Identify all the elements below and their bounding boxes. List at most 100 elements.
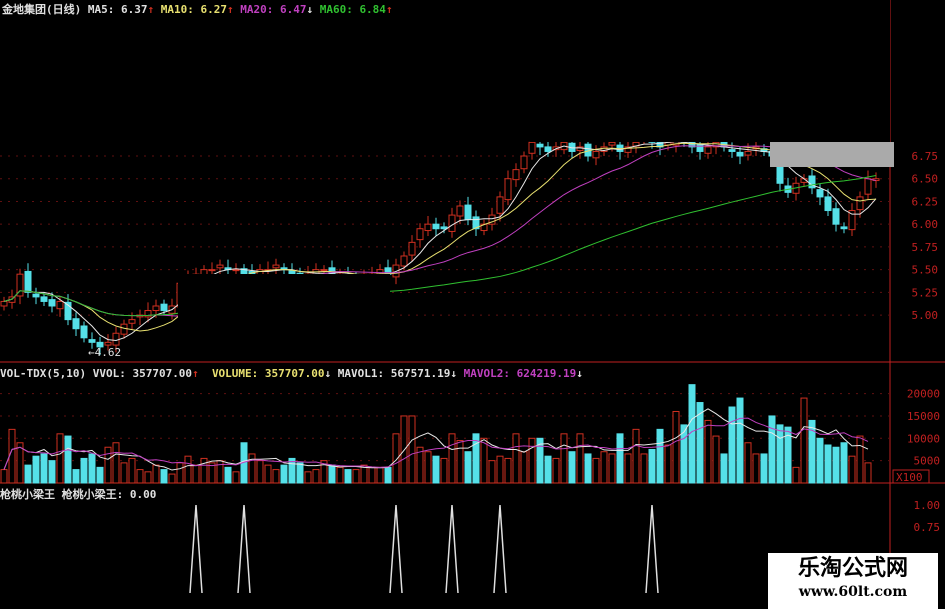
mavol2-label: MAVOL2: 624219.19	[463, 367, 577, 380]
candle-up	[416, 228, 424, 241]
price-tick-label: 5.75	[912, 241, 939, 254]
mavol1-label: MAVOL1: 567571.19	[337, 367, 451, 380]
volume-bar	[632, 428, 640, 484]
price-tick-label: 5.25	[912, 286, 939, 299]
indicator-value: 枪桃小梁王: 0.00	[61, 488, 157, 501]
watermark-name: 乐淘公式网	[797, 555, 908, 581]
volume-bar	[296, 462, 304, 484]
volume-bar	[376, 466, 384, 484]
candle-down	[808, 175, 816, 189]
volume-bar	[8, 428, 16, 484]
volume-bar	[360, 464, 368, 484]
volume-bar	[792, 466, 800, 484]
signal-spike	[389, 504, 403, 594]
volume-bar	[640, 453, 648, 484]
candle-up	[320, 269, 328, 272]
candle-down	[728, 149, 736, 152]
ma60-line	[3, 175, 877, 317]
volume-bar	[72, 469, 80, 484]
candle-down	[544, 146, 552, 152]
candle-down	[832, 208, 840, 225]
candle-down	[32, 293, 40, 298]
signal-spike	[493, 504, 507, 594]
signal-spike	[645, 504, 659, 594]
candle-down	[824, 196, 832, 212]
candle-down	[840, 226, 848, 230]
volume-bar	[120, 462, 128, 484]
candle-up	[232, 269, 240, 272]
volume-label: VOLUME: 357707.00	[211, 367, 325, 380]
volume-bar	[824, 444, 832, 484]
candle-up	[592, 150, 600, 159]
volume-bar	[568, 451, 576, 484]
ma60-label: MA60: 6.84	[319, 3, 386, 16]
candle-up	[424, 223, 432, 232]
volume-bar	[64, 435, 72, 484]
signal-spike	[237, 504, 251, 594]
candle-down	[816, 189, 824, 198]
price-tick-label: 6.00	[912, 218, 939, 231]
volume-bar	[152, 464, 160, 484]
candle-up	[456, 205, 464, 217]
volume-bar	[504, 457, 512, 484]
candle-down	[64, 301, 72, 321]
volume-tick-label: 5000	[914, 455, 941, 468]
candle-up	[528, 141, 536, 154]
volume-bar	[248, 453, 256, 484]
candle-up	[112, 332, 120, 346]
candle-down	[80, 325, 88, 339]
volume-bar	[560, 433, 568, 484]
candle-down	[96, 341, 104, 348]
volume-bar	[680, 424, 688, 484]
candle-up	[848, 210, 856, 231]
volume-bar	[544, 455, 552, 484]
volume-bar	[424, 451, 432, 484]
volume-bar	[272, 469, 280, 484]
candle-down	[432, 223, 440, 230]
ma10-label: MA10: 6.27	[160, 3, 227, 16]
volume-bar	[592, 457, 600, 484]
price-tick-label: 5.00	[912, 309, 939, 322]
volume-bar	[160, 469, 168, 484]
indicator-tick-label: 1.00	[914, 499, 941, 512]
watermark-url: www.60lt.com	[798, 584, 908, 600]
candle-up	[56, 300, 64, 310]
volume-bar	[584, 453, 592, 484]
volume-bar	[472, 433, 480, 484]
price-tick-label: 6.25	[912, 195, 939, 208]
volume-bar	[600, 451, 608, 484]
volume-bar	[16, 442, 24, 484]
vol-indicator-name: VOL-TDX(5,10)	[0, 367, 87, 380]
indicator-header: 枪桃小梁王 枪桃小梁王: 0.00	[0, 486, 156, 502]
volume-bar	[856, 435, 864, 484]
volume-bar	[168, 473, 176, 484]
price-tick-label: 6.75	[912, 150, 939, 163]
volume-bar	[456, 440, 464, 484]
volume-bar	[656, 428, 664, 484]
volume-bar	[704, 419, 712, 484]
volume-bar	[144, 471, 152, 484]
ma10-line	[3, 142, 877, 332]
candle-up	[120, 323, 128, 335]
volume-bar	[736, 397, 744, 484]
candle-up	[520, 155, 528, 170]
candle-up	[0, 300, 8, 307]
volume-bar	[816, 437, 824, 484]
volume-bar	[728, 406, 736, 484]
candle-up	[712, 141, 720, 148]
volume-bar	[696, 402, 704, 484]
volume-bar	[232, 471, 240, 484]
candle-down	[440, 226, 448, 230]
volume-bar	[808, 419, 816, 484]
volume-bar	[128, 457, 136, 484]
volume-bar	[112, 442, 120, 484]
candle-down	[24, 270, 32, 293]
candle-up	[856, 196, 864, 211]
candle-up	[512, 169, 520, 181]
volume-bar	[80, 457, 88, 484]
volume-bar	[616, 433, 624, 484]
volume-header: VOL-TDX(5,10) VVOL: 357707.00↑ VOLUME: 3…	[0, 367, 583, 380]
volume-bar	[864, 462, 872, 484]
volume-bar	[752, 453, 760, 484]
